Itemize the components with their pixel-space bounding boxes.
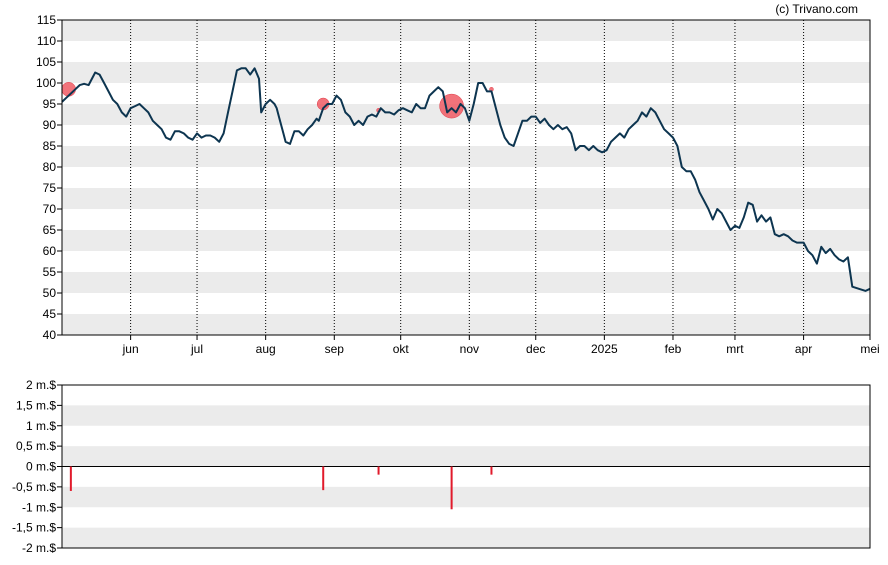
price-ytick-label: 50 (43, 286, 57, 300)
price-xtick-label: 2025 (591, 342, 618, 356)
price-ytick-label: 40 (43, 328, 57, 342)
volume-bars (69, 466, 493, 510)
price-ytick-label: 55 (43, 265, 57, 279)
price-ytick-label: 75 (43, 181, 57, 195)
volume-bar (377, 466, 380, 475)
price-xtick-label: aug (256, 342, 276, 356)
price-ytick-label: 70 (43, 202, 57, 216)
price-ytick-label: 110 (37, 34, 56, 48)
price-band (62, 146, 870, 167)
volume-band (62, 527, 870, 548)
price-xtick-label: mrt (726, 342, 744, 356)
price-xtick-label: apr (795, 342, 812, 356)
price-xtick-label: mei (860, 342, 879, 356)
volume-ytick-label: 1,5 m.$ (16, 398, 56, 412)
price-bands (62, 20, 870, 335)
price-chart: 40 45 50 55 60 65 70 75 80 85 90 95 100 105 110 115 jun… (36, 13, 880, 356)
volume-bands (62, 405, 870, 548)
price-xtick-label: jul (190, 342, 203, 356)
price-ytick-label: 95 (43, 97, 57, 111)
volume-plot-frame (61, 384, 871, 549)
price-series-line (61, 67, 871, 292)
volume-ytick-label: 0,5 m.$ (16, 439, 56, 453)
price-band (62, 104, 870, 125)
volume-ytick-label: -0,5 m.$ (12, 480, 56, 494)
price-ytick-label: 80 (43, 160, 57, 174)
price-ytick-label: 105 (36, 55, 56, 69)
volume-ytick-label: -1 m.$ (22, 500, 56, 514)
volume-bar (450, 466, 453, 510)
price-xtick-label: sep (325, 342, 345, 356)
price-band (62, 20, 870, 41)
price-xtick-label: dec (526, 342, 545, 356)
volume-bar (322, 466, 325, 491)
volume-ytick-label: -2 m.$ (22, 541, 56, 555)
volume-band (62, 405, 870, 426)
volume-chart: -2 m.$ -1,5 m.$ -1 m.$ -0,5 m.$ 0 m.$ 0,5 m.$… (12, 378, 871, 555)
price-band (62, 314, 870, 335)
price-xtick-label: okt (393, 342, 410, 356)
price-y-axis-ticks: 40 45 50 55 60 65 70 75 80 85 90 95 100 105 110 115 (36, 13, 62, 342)
volume-ytick-label: -1,5 m.$ (12, 521, 56, 535)
price-plot-frame (61, 19, 871, 336)
price-band (62, 62, 870, 83)
trade-marker (61, 82, 76, 97)
credit-text: (c) Trivano.com (775, 2, 858, 16)
price-ytick-label: 115 (37, 13, 56, 27)
volume-y-axis-ticks: -2 m.$ -1,5 m.$ -1 m.$ -0,5 m.$ 0 m.$ 0,5 m.$… (12, 378, 62, 555)
price-x-axis-ticks: jun jul aug sep okt nov dec 2025 feb mrt apr mei (122, 335, 880, 356)
volume-band (62, 486, 870, 508)
price-band (62, 188, 870, 209)
price-ytick-label: 45 (43, 307, 57, 321)
volume-ytick-label: 1 m.$ (26, 419, 56, 433)
price-ytick-label: 60 (43, 244, 57, 258)
volume-bar (69, 466, 72, 491)
price-ytick-label: 85 (43, 139, 57, 153)
price-xtick-label: jun (122, 342, 139, 356)
price-band (62, 272, 870, 293)
volume-band (62, 446, 870, 467)
volume-ytick-label: 2 m.$ (26, 378, 56, 392)
volume-ytick-label: 0 m.$ (26, 460, 56, 474)
price-xtick-label: feb (665, 342, 682, 356)
price-band (62, 230, 870, 251)
price-xtick-label: nov (460, 342, 479, 356)
price-ytick-label: 65 (43, 223, 57, 237)
price-ytick-label: 100 (36, 76, 56, 90)
volume-bar (490, 466, 493, 475)
price-ytick-label: 90 (43, 118, 57, 132)
